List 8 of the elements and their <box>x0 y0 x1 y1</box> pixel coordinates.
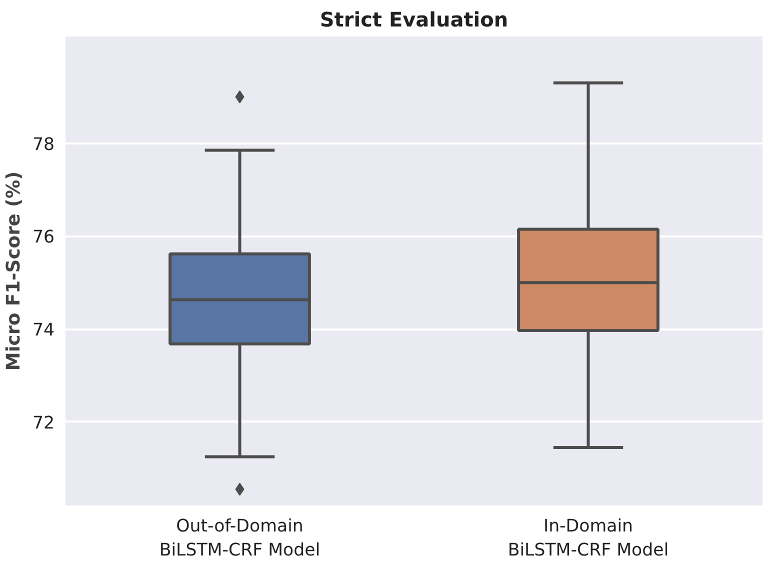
chart-title: Strict Evaluation <box>320 8 508 32</box>
x-tick-label: In-Domain BiLSTM-CRF Model <box>508 516 669 560</box>
y-tick-label: 76 <box>32 228 55 248</box>
y-tick-label: 78 <box>32 134 55 155</box>
x-tick-label: Out-of-Domain BiLSTM-CRF Model <box>159 516 320 560</box>
y-tick-label: 72 <box>32 413 55 434</box>
y-axis-title: Micro F1-Score (%) <box>3 171 24 371</box>
y-tick-label: 74 <box>32 320 55 341</box>
